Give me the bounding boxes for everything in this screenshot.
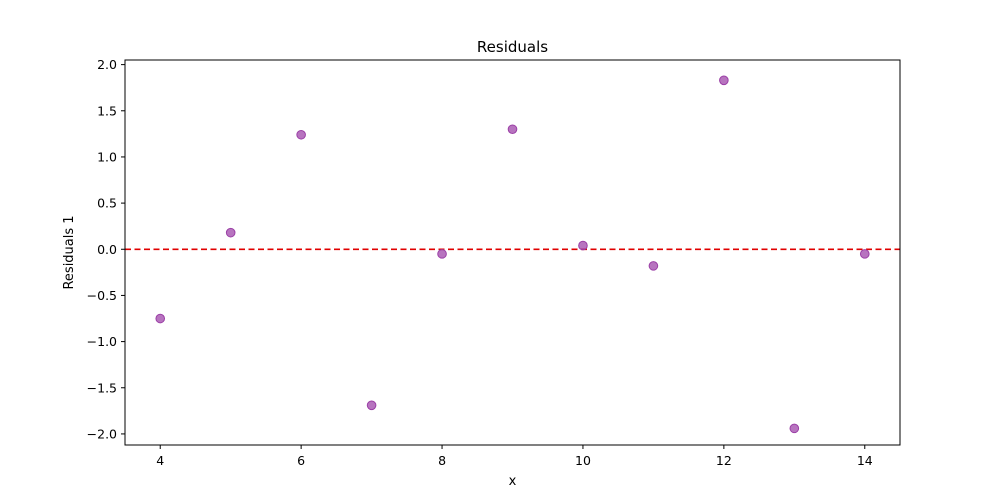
y-tick-label: 1.5 [97, 103, 117, 118]
data-point [366, 400, 377, 411]
y-axis-label: Residuals 1 [62, 215, 77, 289]
data-point [507, 124, 518, 135]
chart-title: Residuals [477, 38, 548, 56]
data-point [296, 129, 306, 140]
x-tick-label: 8 [438, 453, 446, 468]
data-point [648, 261, 659, 271]
x-tick-label: 12 [716, 453, 732, 468]
x-tick-label: 10 [575, 453, 591, 468]
y-tick-label: −2.0 [87, 426, 117, 441]
y-tick-label: 0.0 [97, 242, 117, 257]
x-tick-label: 14 [857, 453, 873, 468]
data-point [859, 249, 870, 259]
y-tick-label: −1.0 [87, 334, 117, 349]
x-tick-label: 6 [297, 453, 305, 468]
data-point [719, 75, 729, 86]
y-tick-label: 1.0 [97, 149, 117, 164]
data-point [437, 249, 447, 259]
y-tick-label: 0.5 [97, 196, 117, 211]
data-point [155, 313, 166, 324]
data-point [578, 240, 588, 251]
y-tick-label: −0.5 [87, 288, 117, 303]
plot-area-frame [124, 59, 901, 446]
x-axis-label: x [509, 474, 517, 489]
data-point [225, 227, 236, 238]
data-point [789, 423, 800, 434]
y-tick-label: −1.5 [87, 380, 117, 395]
x-tick-label: 4 [156, 453, 164, 468]
y-tick-label: 2.0 [97, 57, 117, 72]
